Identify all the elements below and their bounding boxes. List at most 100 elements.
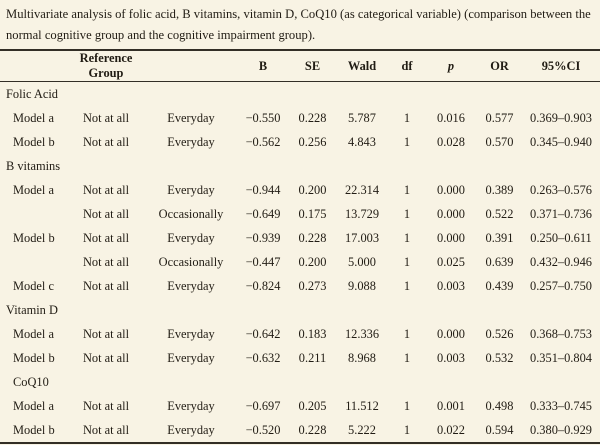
group-cell: Everyday	[167, 230, 215, 245]
or-cell: 0.522	[485, 206, 514, 221]
b-cell: −0.520	[245, 422, 281, 437]
header-spacer	[0, 50, 66, 82]
model-cell: Model a	[13, 110, 54, 125]
ci-cell: 0.250–0.611	[530, 230, 592, 245]
table-row: Model a Not at all Everyday −0.697 0.205 11.5…	[0, 394, 600, 418]
reference-cell: Not at all	[82, 398, 130, 413]
p-cell: 0.000	[437, 182, 465, 197]
group-cell: Everyday	[167, 278, 215, 293]
section-label: Folic Acid	[6, 86, 58, 101]
model-cell: Model b	[13, 230, 55, 245]
b-cell: −0.944	[245, 182, 281, 197]
ci-cell: 0.371–0.736	[530, 206, 592, 221]
wald-cell: 5.787	[348, 110, 376, 125]
reference-cell: Not at all	[82, 182, 130, 197]
df-cell: 1	[403, 110, 411, 125]
group-cell: Everyday	[167, 110, 215, 125]
p-cell: 0.016	[437, 110, 465, 125]
or-cell: 0.594	[485, 422, 514, 437]
reference-cell: Not at all	[82, 206, 130, 221]
df-cell: 1	[403, 230, 411, 245]
group-cell: Everyday	[167, 182, 215, 197]
ci-cell: 0.351–0.804	[530, 350, 592, 365]
se-cell: 0.200	[298, 182, 327, 197]
or-cell: 0.389	[485, 182, 514, 197]
group-cell: Everyday	[167, 134, 215, 149]
se-cell: 0.211	[298, 350, 327, 365]
wald-cell: 4.843	[348, 134, 376, 149]
header-wald: Wald	[335, 50, 389, 82]
ci-cell: 0.369–0.903	[530, 110, 592, 125]
header-df: df	[389, 50, 425, 82]
header-se: SE	[290, 50, 335, 82]
wald-cell: 8.968	[348, 350, 376, 365]
group-cell: Everyday	[167, 398, 215, 413]
b-cell: −0.550	[245, 110, 281, 125]
df-cell: 1	[403, 134, 411, 149]
wald-cell: 17.003	[344, 230, 380, 245]
se-cell: 0.183	[298, 326, 327, 341]
b-cell: −0.824	[245, 278, 281, 293]
b-cell: −0.562	[245, 134, 281, 149]
model-cell	[0, 202, 66, 226]
table-row: Model a Not at all Everyday −0.642 0.183 12.3…	[0, 322, 600, 346]
section-row: Folic Acid	[0, 82, 600, 107]
se-cell: 0.200	[298, 254, 327, 269]
model-cell: Model a	[13, 326, 54, 341]
section-row: Vitamin D	[0, 298, 600, 322]
se-cell: 0.228	[298, 422, 327, 437]
reference-cell: Not at all	[82, 254, 130, 269]
se-cell: 0.273	[298, 278, 327, 293]
b-cell: −0.642	[245, 326, 281, 341]
p-cell: 0.000	[437, 230, 465, 245]
ci-cell: 0.368–0.753	[530, 326, 592, 341]
group-cell: Everyday	[167, 326, 215, 341]
ci-cell: 0.333–0.745	[530, 398, 592, 413]
table-row: Not at all Occasionally −0.447 0.200 5.000 1 0…	[0, 250, 600, 274]
p-cell: 0.028	[437, 134, 465, 149]
b-cell: −0.697	[245, 398, 281, 413]
section-row: CoQ10	[0, 370, 600, 394]
df-cell: 1	[403, 254, 411, 269]
reference-cell: Not at all	[82, 110, 130, 125]
ci-cell: 0.432–0.946	[530, 254, 592, 269]
p-cell: 0.003	[437, 278, 465, 293]
or-cell: 0.391	[485, 230, 514, 245]
b-cell: −0.632	[245, 350, 281, 365]
header-spacer-2	[146, 50, 236, 82]
or-cell: 0.526	[485, 326, 514, 341]
multivariate-analysis-table: Reference Group B SE Wald df p OR 95%CI …	[0, 49, 600, 444]
group-cell: Occasionally	[158, 254, 224, 269]
reference-cell: Not at all	[82, 350, 130, 365]
header-ci: 95%CI	[522, 50, 600, 82]
ci-cell: 0.380–0.929	[530, 422, 592, 437]
reference-cell: Not at all	[82, 230, 130, 245]
b-cell: −0.939	[245, 230, 281, 245]
or-cell: 0.532	[485, 350, 514, 365]
se-cell: 0.205	[298, 398, 327, 413]
ci-cell: 0.257–0.750	[530, 278, 592, 293]
wald-cell: 9.088	[348, 278, 376, 293]
df-cell: 1	[403, 182, 411, 197]
p-cell: 0.000	[437, 206, 465, 221]
reference-cell: Not at all	[82, 422, 130, 437]
df-cell: 1	[403, 206, 411, 221]
or-cell: 0.639	[485, 254, 514, 269]
table-row: Model b Not at all Everyday −0.520 0.228 5.22…	[0, 418, 600, 443]
ci-cell: 0.263–0.576	[530, 182, 592, 197]
reference-cell: Not at all	[82, 326, 130, 341]
model-cell: Model b	[13, 350, 55, 365]
df-cell: 1	[403, 398, 411, 413]
group-cell: Occasionally	[158, 206, 224, 221]
table-row: Model b Not at all Everyday −0.632 0.211 8.96…	[0, 346, 600, 370]
header-reference-group: Reference Group	[66, 50, 146, 82]
wald-cell: 12.336	[344, 326, 380, 341]
se-cell: 0.175	[298, 206, 327, 221]
model-cell: Model b	[13, 134, 55, 149]
group-cell: Everyday	[167, 422, 215, 437]
section-label: CoQ10	[13, 374, 49, 389]
table-caption: Multivariate analysis of folic acid, B v…	[6, 7, 591, 42]
header-or: OR	[477, 50, 522, 82]
table-row: Not at all Occasionally −0.649 0.175 13.729 1…	[0, 202, 600, 226]
or-cell: 0.577	[485, 110, 514, 125]
